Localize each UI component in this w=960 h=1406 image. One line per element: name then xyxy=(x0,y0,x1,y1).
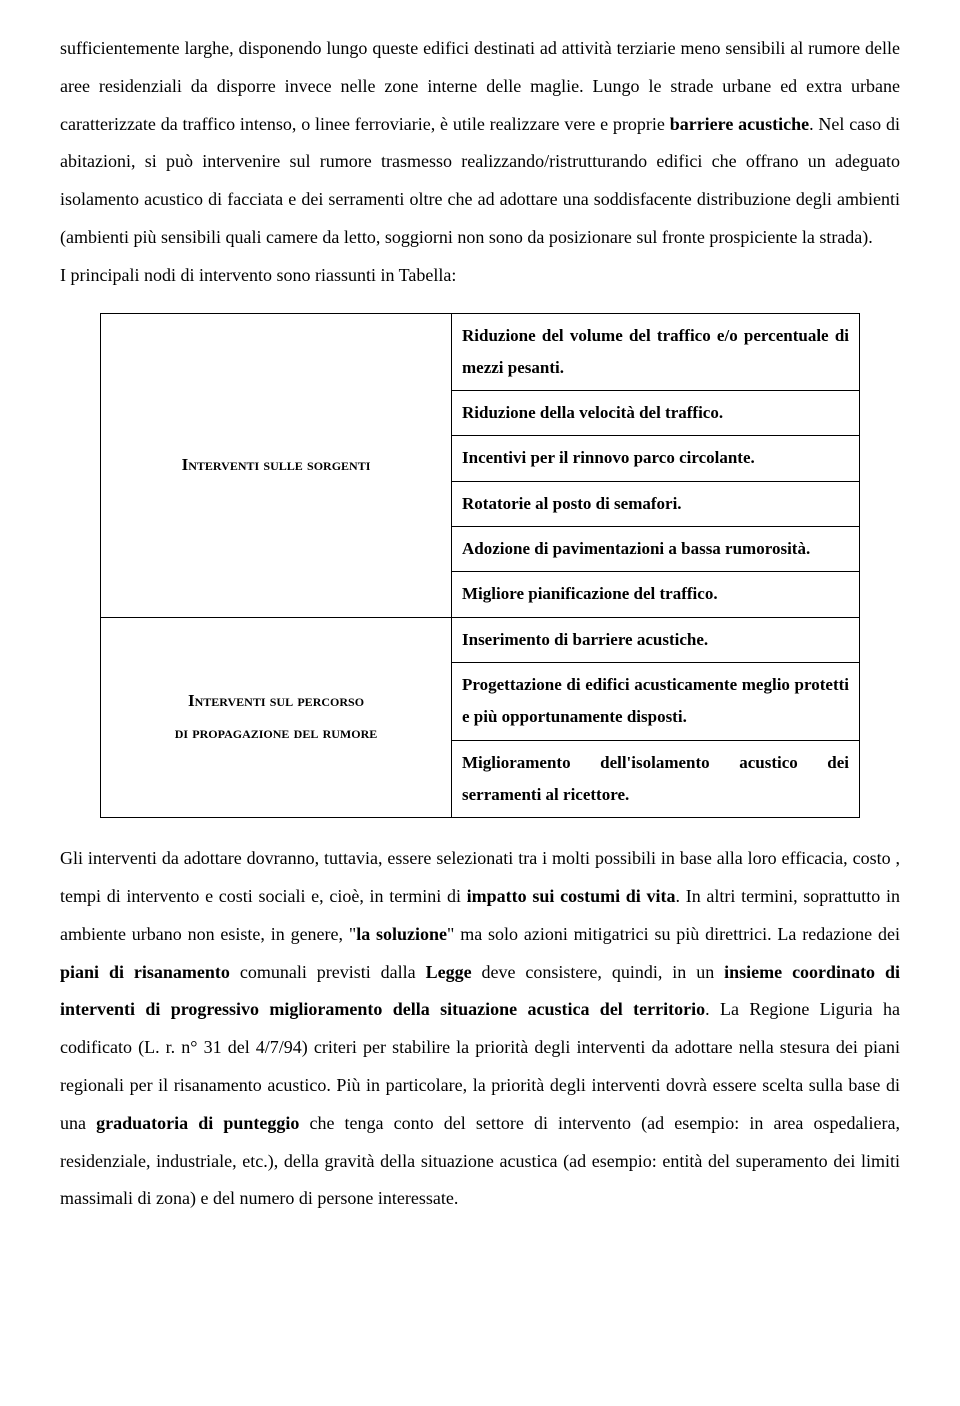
p3-b2: la soluzione xyxy=(356,924,447,944)
document-page: sufficientemente larghe, disponendo lung… xyxy=(0,0,960,1406)
table-row: Interventi sulle sorgenti Riduzione del … xyxy=(101,313,860,391)
p3-seg4: comunali previsti dalla xyxy=(230,962,426,982)
table-r8: Progettazione di edifici acusticamente m… xyxy=(462,675,849,726)
p3-b1: impatto sui costumi di vita xyxy=(467,886,676,906)
table-right-cell: Incentivi per il rinnovo parco circolant… xyxy=(452,436,860,481)
table-left-cell-2: Interventi sul percorso di propagazione … xyxy=(101,617,452,817)
table-right-cell: Migliore pianificazione del traffico. xyxy=(452,572,860,617)
table-row: Interventi sul percorso di propagazione … xyxy=(101,617,860,662)
p3-b3: piani di risanamento xyxy=(60,962,230,982)
p3-seg5: deve consistere, quindi, in un xyxy=(472,962,725,982)
interventions-table: Interventi sulle sorgenti Riduzione del … xyxy=(100,313,860,819)
paragraph-3: Gli interventi da adottare dovranno, tut… xyxy=(60,840,900,1218)
paragraph-2-text: I principali nodi di intervento sono ria… xyxy=(60,265,456,285)
p3-b4: Legge xyxy=(426,962,472,982)
table-right-cell: Riduzione del volume del traffico e/o pe… xyxy=(452,313,860,391)
paragraph-1: sufficientemente larghe, disponendo lung… xyxy=(60,30,900,257)
table-left-1-label: Interventi sulle sorgenti xyxy=(182,455,371,474)
table-right-cell: Adozione di pavimentazioni a bassa rumor… xyxy=(452,527,860,572)
table-r1: Riduzione del volume del traffico e/o pe… xyxy=(462,326,849,377)
p3-b6: graduatoria di punteggio xyxy=(96,1113,299,1133)
table-r3: Incentivi per il rinnovo parco circolant… xyxy=(462,448,755,467)
paragraph-1-bold-1: barriere acustiche xyxy=(670,114,809,134)
table-r9: Miglioramento dell'isolamento acustico d… xyxy=(462,753,849,804)
table-left-2-line2: di propagazione del rumore xyxy=(175,723,378,742)
table-left-2-line1: Interventi sul percorso xyxy=(188,691,364,710)
table-r4: Rotatorie al posto di semafori. xyxy=(462,494,682,513)
table-right-cell: Inserimento di barriere acustiche. xyxy=(452,617,860,662)
table-r7: Inserimento di barriere acustiche. xyxy=(462,630,708,649)
table-right-cell: Progettazione di edifici acusticamente m… xyxy=(452,662,860,740)
table-r2: Riduzione della velocità del traffico. xyxy=(462,403,723,422)
table-right-cell: Miglioramento dell'isolamento acustico d… xyxy=(452,740,860,818)
table-right-cell: Rotatorie al posto di semafori. xyxy=(452,481,860,526)
table-r6: Migliore pianificazione del traffico. xyxy=(462,584,718,603)
table-r5: Adozione di pavimentazioni a bassa rumor… xyxy=(462,539,810,558)
table-right-cell: Riduzione della velocità del traffico. xyxy=(452,391,860,436)
paragraph-2: I principali nodi di intervento sono ria… xyxy=(60,257,900,295)
p3-seg3: " ma solo azioni mitigatrici su più dire… xyxy=(447,924,900,944)
table-left-cell-1: Interventi sulle sorgenti xyxy=(101,313,452,617)
